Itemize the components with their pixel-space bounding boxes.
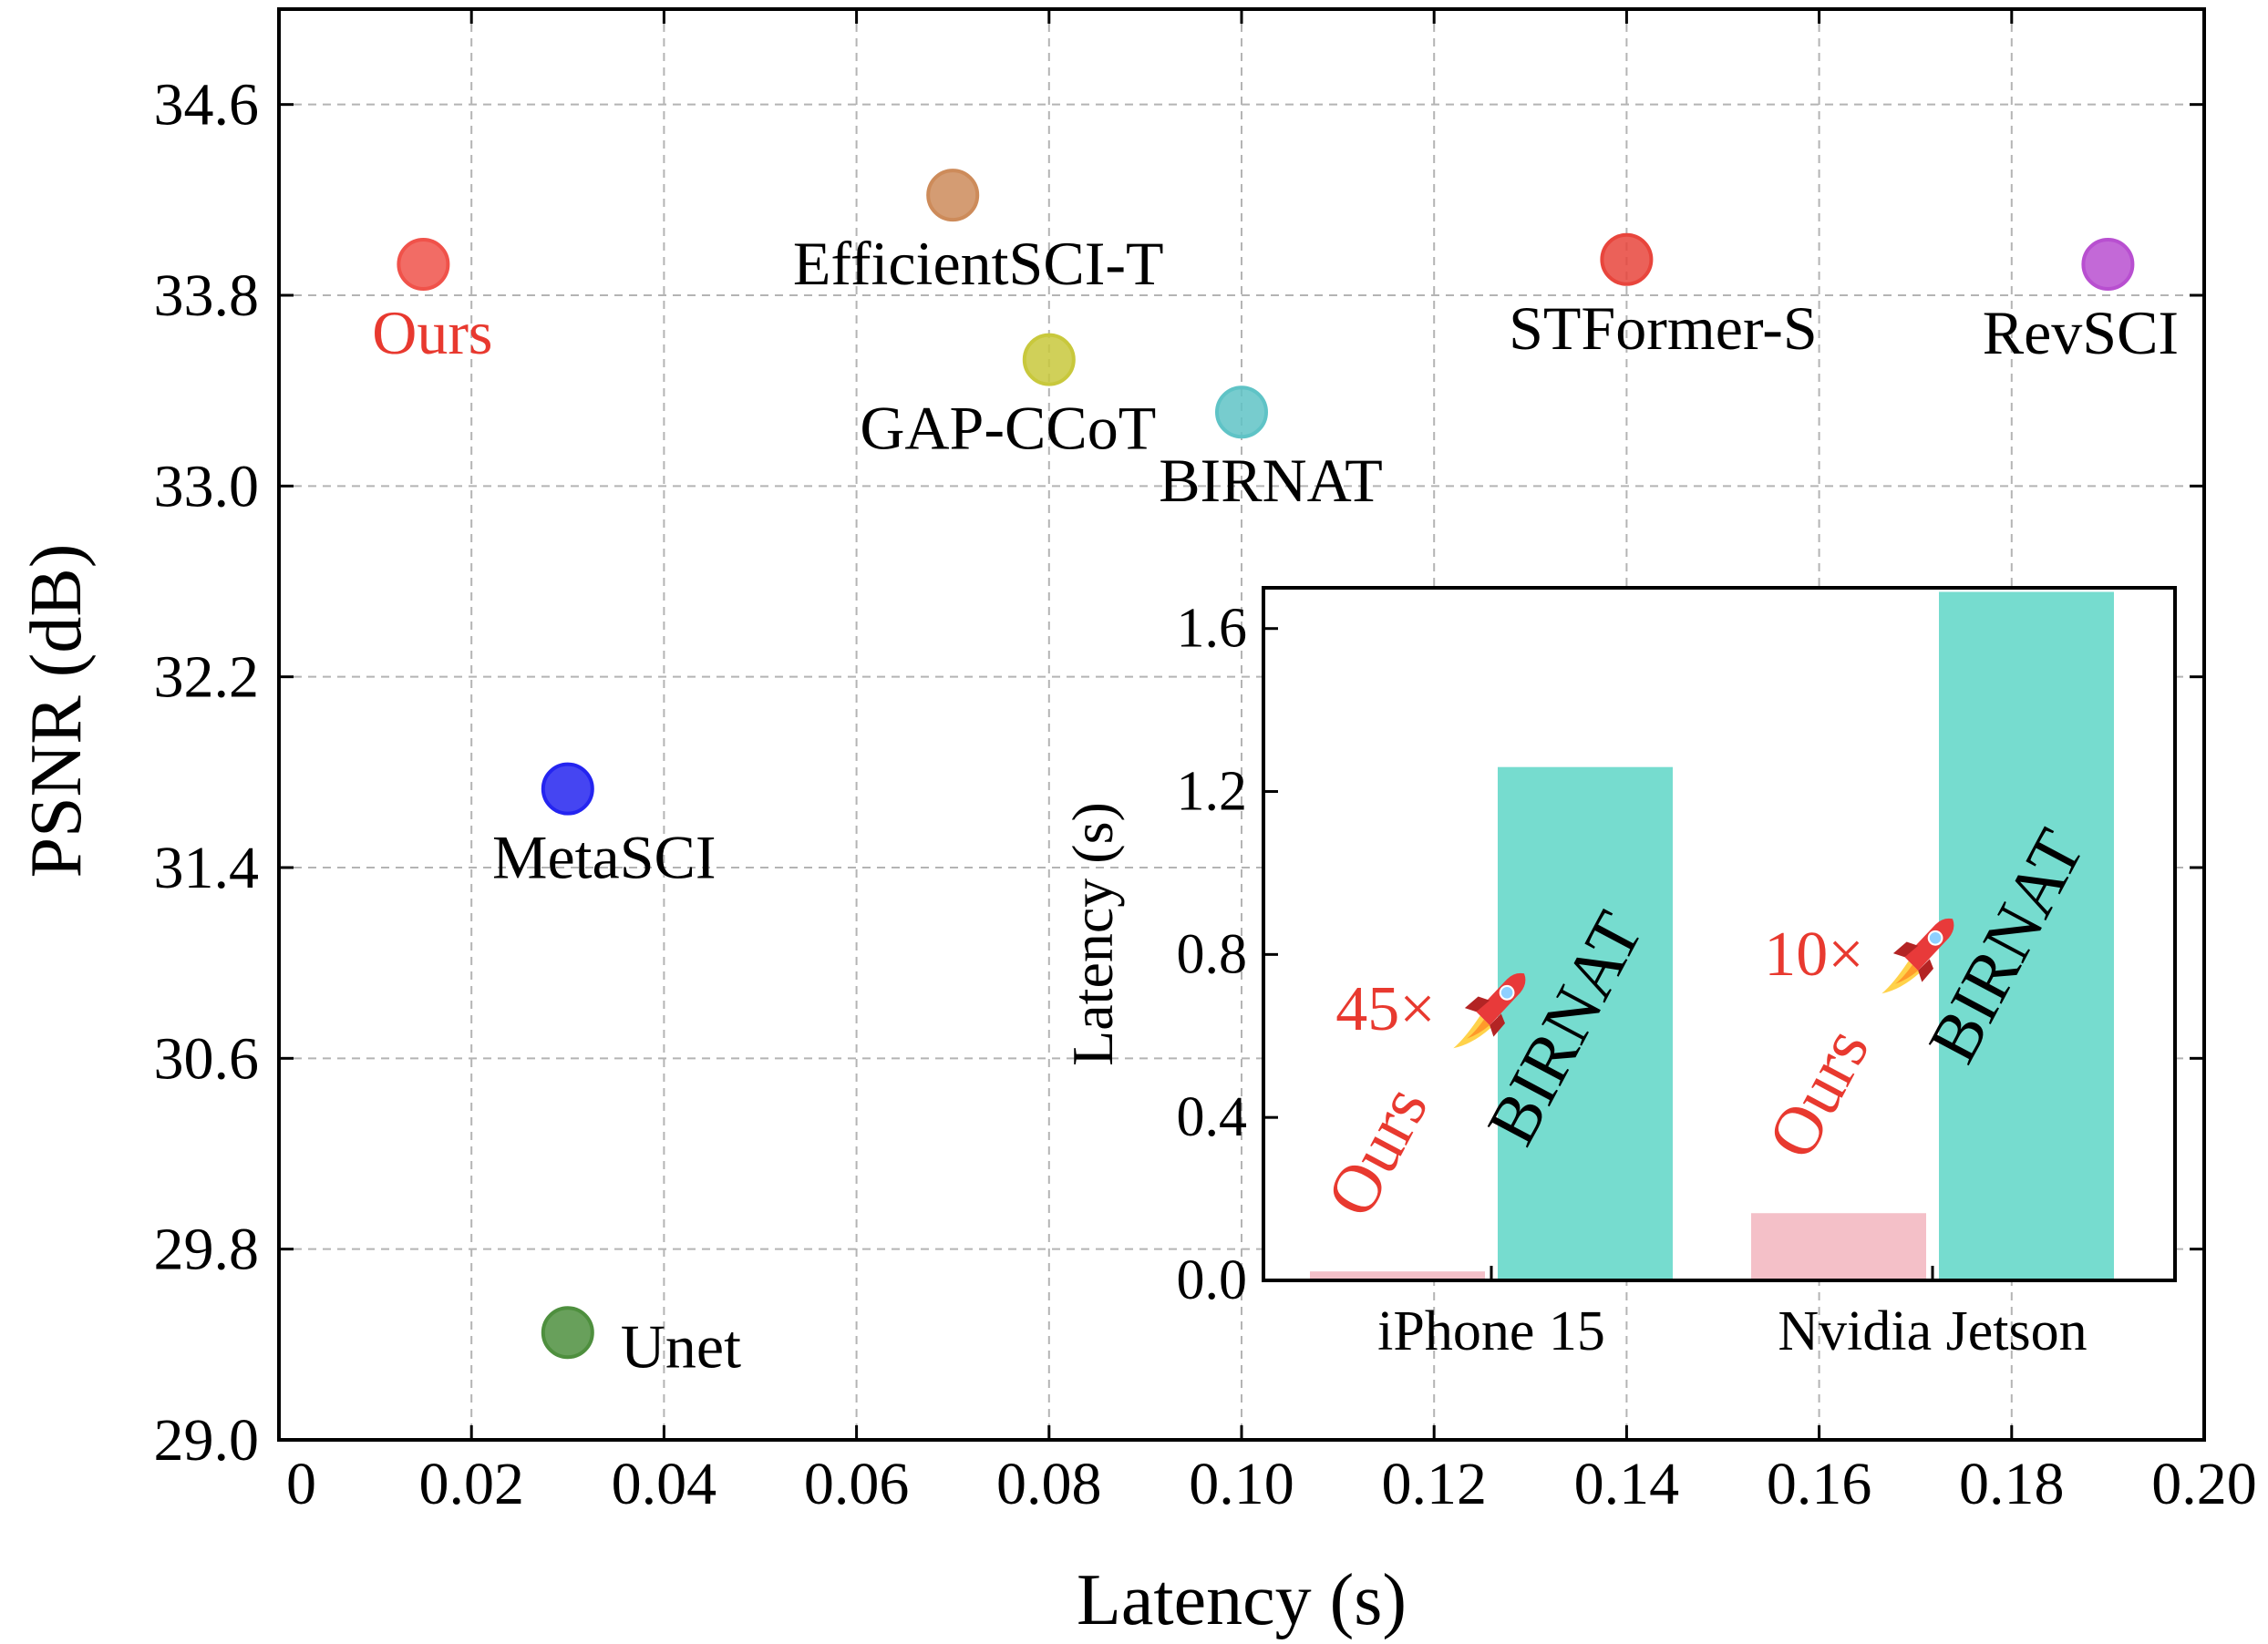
y-tick-label: 29.8 xyxy=(154,1217,260,1283)
x-tick-label: 0.20 xyxy=(2151,1451,2257,1517)
y-tick-label: 30.6 xyxy=(154,1025,260,1092)
y-tick-label: 33.0 xyxy=(154,453,260,519)
x-tick-label: 0.10 xyxy=(1189,1451,1294,1517)
point-ours xyxy=(397,237,450,291)
inset-y-tick-label: 0.4 xyxy=(1177,1086,1248,1148)
x-axis-label: Latency (s) xyxy=(1077,1560,1407,1640)
x-tick-label: 0.06 xyxy=(804,1451,910,1517)
point-revsci xyxy=(2081,237,2135,291)
inset-y-axis-label: Latency (s) xyxy=(1060,802,1125,1066)
point-birnat xyxy=(1215,385,1268,439)
point-label: Ours xyxy=(372,298,492,367)
point-stformer-s xyxy=(1600,232,1654,286)
x-tick-label: 0.18 xyxy=(1959,1451,2065,1517)
point-label: MetaSCI xyxy=(492,823,716,892)
point-efficientsci-t xyxy=(926,169,980,222)
speedup-annotation: 10× xyxy=(1764,920,1863,990)
point-label: GAP-CCoT xyxy=(860,394,1156,463)
x-tick-label: 0.02 xyxy=(418,1451,524,1517)
x-tick-label: 0.04 xyxy=(612,1451,717,1517)
main-tick-labels: 0 0.02 0.04 0.06 0.08 0.10 0.12 0.14 0.16 0.18 0.2… xyxy=(154,72,2257,1517)
point-gap-ccot xyxy=(1022,333,1076,386)
y-tick-label: 31.4 xyxy=(154,835,260,901)
x-tick-label: 0.16 xyxy=(1767,1451,1872,1517)
inset-bar-birnat xyxy=(1939,591,2114,1280)
y-tick-label: 34.6 xyxy=(154,72,260,139)
inset-y-tick-label: 1.2 xyxy=(1177,761,1248,823)
main-ticks xyxy=(277,9,2206,1442)
point-metasci xyxy=(541,762,594,816)
inset-frame xyxy=(1262,586,2177,1282)
x-tick-label: 0 xyxy=(286,1451,316,1517)
point-label: RevSCI xyxy=(1983,298,2179,367)
inset-y-tick-label: 0.8 xyxy=(1177,923,1248,985)
inset-bar-ours xyxy=(1751,1213,1926,1280)
y-tick-label: 32.2 xyxy=(154,644,260,711)
speedup-annotation: 45× xyxy=(1335,974,1435,1044)
inset-ticks: 0.0 0.4 0.8 1.2 1.6 iPhone 15 Nvidia Jetson xyxy=(1177,598,2088,1362)
point-label: Unet xyxy=(621,1311,741,1381)
point-label: BIRNAT xyxy=(1159,446,1383,515)
inset-y-tick-label: 0.0 xyxy=(1177,1249,1248,1311)
x-tick-label: 0.12 xyxy=(1381,1451,1487,1517)
point-label: EfficientSCI-T xyxy=(793,229,1164,298)
x-tick-label: 0.14 xyxy=(1574,1451,1680,1517)
y-tick-label: 33.8 xyxy=(154,262,260,329)
x-tick-label: 0.08 xyxy=(996,1451,1102,1517)
inset-bar-birnat xyxy=(1498,766,1673,1280)
inset-bar-ours xyxy=(1310,1271,1485,1280)
inset-x-tick-label: iPhone 15 xyxy=(1377,1300,1605,1362)
y-tick-label: 29.0 xyxy=(154,1407,260,1474)
inset-y-tick-label: 1.6 xyxy=(1177,598,1248,660)
inset-x-tick-label: Nvidia Jetson xyxy=(1778,1300,2087,1362)
y-axis-label: PSNR (dB) xyxy=(16,544,97,879)
point-unet xyxy=(541,1306,594,1360)
point-label: STFormer-S xyxy=(1509,293,1818,363)
